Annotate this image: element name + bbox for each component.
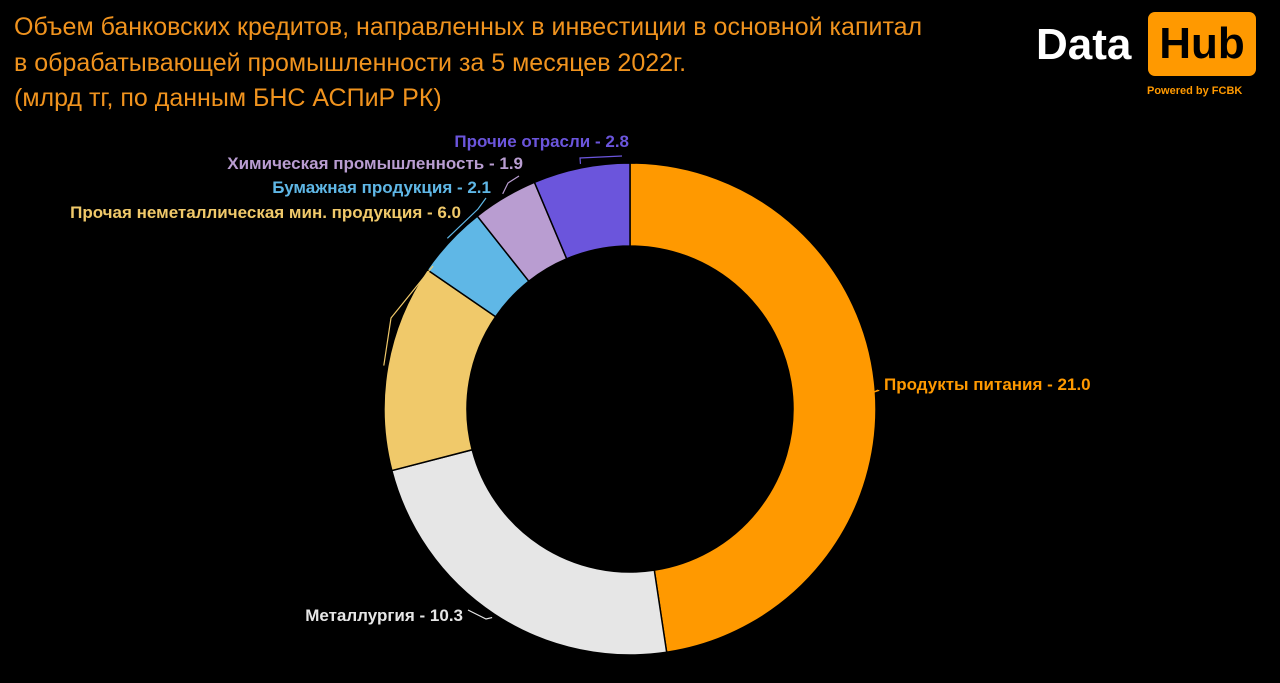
label-leader-lines [383, 155, 880, 620]
slice-label-5: Химическая промышленность - 1.9 [227, 154, 523, 173]
slice-label-2: Металлургия - 10.3 [305, 606, 463, 625]
title-line-2: в обрабатывающей промышленности за 5 мес… [14, 48, 687, 77]
slice-label-1: Продукты питания - 21.0 [884, 375, 1091, 394]
slice-label-6: Прочие отрасли - 2.8 [454, 132, 629, 151]
leader-line-5 [502, 175, 520, 195]
leader-line-3 [383, 265, 434, 366]
logo-data-text: Data [1036, 20, 1132, 69]
slice-1 [629, 162, 877, 654]
leader-line-1 [873, 389, 880, 393]
chart-title: Объем банковских кредитов, направленных … [14, 10, 994, 117]
logo-powered-by: Powered by FCBK [1147, 85, 1243, 97]
leader-line-2 [467, 609, 493, 620]
slice-labels: Продукты питания - 21.0 Металлургия - 10.… [70, 132, 1091, 625]
leader-line-6 [579, 155, 623, 165]
logo-hub-badge: Hub [1148, 12, 1256, 76]
slice-label-3: Прочая неметаллическая мин. продукция - … [70, 203, 461, 222]
donut-slices [383, 162, 877, 656]
slice-6 [533, 162, 631, 260]
slice-label-4: Бумажная продукция - 2.1 [272, 178, 491, 197]
title-line-3: (млрд тг, по данным БНС АСПиР РК) [14, 84, 442, 112]
leader-line-4 [446, 197, 487, 239]
title-line-1: Объем банковских кредитов, направленных … [14, 13, 923, 41]
slice-2 [390, 448, 668, 656]
datahub-logo: Data Hub Powered by FCBK [1030, 11, 1260, 101]
